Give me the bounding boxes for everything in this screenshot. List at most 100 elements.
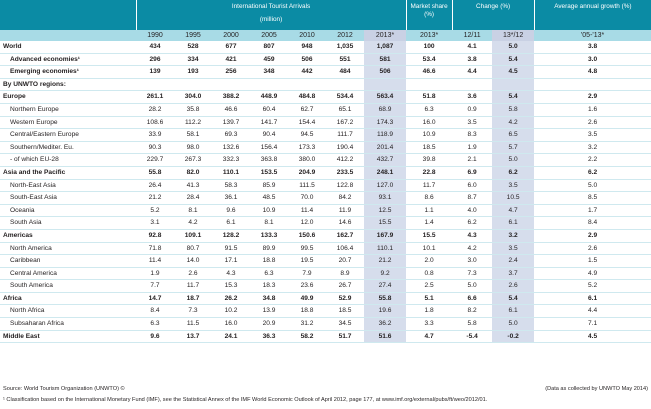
val-1995: 82.0 [174, 165, 212, 180]
val-growth-05-13: 2.9 [534, 228, 651, 243]
table-row: Oceania 5.2 8.1 9.6 10.9 11.4 11.9 12.5 1.1 4.0 4.… [0, 204, 651, 218]
val-change-12-11: 4.0 [452, 204, 493, 218]
val-growth-05-13: 1.5 [534, 254, 651, 268]
table-row: Africa 14.7 18.7 26.2 34.8 49.9 52.9 55.8 5.1 6.6… [0, 291, 651, 306]
val-2013: 93.1 [364, 191, 407, 205]
table-row: North-East Asia 26.4 41.3 58.3 85.9 111.5 122.… [0, 179, 651, 193]
val-1990: 90.3 [136, 141, 174, 155]
val-2000: 15.3 [212, 279, 250, 293]
row-label: Central America [0, 267, 136, 281]
val-2000: 36.1 [212, 191, 250, 205]
val-2012: 412.2 [326, 153, 364, 167]
tourist-arrivals-table: International Tourist Arrivals Market sh… [0, 0, 651, 344]
val-share-2013: 0.8 [406, 267, 453, 281]
year-2010: 2010 [288, 30, 326, 41]
val-2013: 174.3 [364, 116, 407, 130]
classification-footnote: ¹ Classification based on the Internatio… [3, 397, 488, 403]
val-2013: 118.9 [364, 128, 407, 142]
row-label: South America [0, 279, 136, 293]
val-2012: 18.5 [326, 304, 364, 319]
val-2000: 128.2 [212, 228, 250, 243]
val-growth-05-13: 2.9 [534, 90, 651, 104]
val-2010: 154.4 [288, 116, 326, 130]
val-1995 [174, 78, 212, 92]
row-label: - of which EU-28 [0, 153, 136, 167]
val-growth-05-13 [534, 78, 651, 92]
val-2012: 167.2 [326, 116, 364, 130]
growth-period: '05-'13* [534, 30, 651, 41]
val-share-2013: 1.8 [406, 304, 453, 319]
val-1990: 5.2 [136, 204, 174, 218]
val-2010: 62.7 [288, 103, 326, 117]
val-1990: 434 [136, 41, 174, 54]
val-2012: 20.7 [326, 254, 364, 268]
val-1995: 18.7 [174, 291, 212, 306]
val-growth-05-13: 8.5 [534, 191, 651, 205]
year-1995: 1995 [174, 30, 212, 41]
val-1990: 229.7 [136, 153, 174, 167]
val-change-12-11: 6.6 [452, 291, 493, 306]
table-row: Western Europe 108.6 112.2 139.7 141.7 154.4 1… [0, 116, 651, 130]
val-1990: 9.6 [136, 329, 174, 344]
val-share-2013: 2.5 [406, 279, 453, 293]
val-change-12-11: 2.1 [452, 153, 493, 167]
val-2013: 21.2 [364, 254, 407, 268]
val-change-12-11: 1.9 [452, 141, 493, 155]
val-2000: 46.6 [212, 103, 250, 117]
val-2012: 26.7 [326, 279, 364, 293]
val-2000: 677 [212, 41, 250, 54]
val-2005: 85.9 [250, 179, 288, 193]
val-2012: 484 [326, 65, 364, 79]
val-2013: 1,087 [364, 41, 407, 54]
header-blank [0, 0, 136, 16]
val-2005: 363.8 [250, 153, 288, 167]
val-2005: 48.5 [250, 191, 288, 205]
val-1995: 13.7 [174, 329, 212, 344]
val-change-13-12: 4.7 [492, 204, 535, 218]
val-2012: 8.9 [326, 267, 364, 281]
row-label: Africa [0, 291, 136, 306]
val-change-13-12: 5.4 [492, 90, 535, 104]
val-1995: 4.2 [174, 216, 212, 230]
val-2013: 51.6 [364, 329, 407, 344]
change-12-11: 12/11 [452, 30, 493, 41]
val-growth-05-13: 4.8 [534, 65, 651, 79]
header-year-row: 1990 1995 2000 2005 2010 2012 2013* 2013… [0, 30, 651, 41]
row-label: Caribbean [0, 254, 136, 268]
val-2010: 173.3 [288, 141, 326, 155]
val-2005: 18.8 [250, 254, 288, 268]
val-2013: 110.1 [364, 242, 407, 256]
val-share-2013: 3.3 [406, 317, 453, 331]
table-row: North America 71.8 80.7 91.5 89.9 99.5 106.4 11… [0, 242, 651, 256]
val-share-2013: 53.4 [406, 53, 453, 67]
table-row: By UNWTO regions: [0, 78, 651, 92]
val-2012: 52.9 [326, 291, 364, 306]
table-row: Central America 1.9 2.6 4.3 6.3 7.9 8.9 9.2 0.8 7… [0, 267, 651, 281]
table-row: Americas 92.8 109.1 128.2 133.3 150.6 162.7 167… [0, 228, 651, 243]
val-2010: 49.9 [288, 291, 326, 306]
row-label: Oceania [0, 204, 136, 218]
val-2005: 807 [250, 41, 288, 54]
row-label: Americas [0, 228, 136, 243]
val-2000: 332.3 [212, 153, 250, 167]
val-share-2013: 8.6 [406, 191, 453, 205]
val-2010: 18.8 [288, 304, 326, 319]
val-2000: 6.1 [212, 216, 250, 230]
val-2000: 9.6 [212, 204, 250, 218]
val-1995: 7.3 [174, 304, 212, 319]
val-1995: 2.6 [174, 267, 212, 281]
val-1990: 3.1 [136, 216, 174, 230]
header-arrivals: International Tourist Arrivals [135, 0, 407, 16]
val-2005: 156.4 [250, 141, 288, 155]
val-2000 [212, 78, 250, 92]
val-change-13-12: 5.7 [492, 141, 535, 155]
val-2005: 18.3 [250, 279, 288, 293]
table-header: International Tourist Arrivals Market sh… [0, 0, 651, 41]
year-2000: 2000 [212, 30, 250, 41]
val-1995: 58.1 [174, 128, 212, 142]
val-1995: 11.7 [174, 279, 212, 293]
header-change: Change (%) [451, 0, 535, 30]
val-2000: 139.7 [212, 116, 250, 130]
val-change-13-12: 6.2 [492, 165, 535, 180]
val-2010: 70.0 [288, 191, 326, 205]
